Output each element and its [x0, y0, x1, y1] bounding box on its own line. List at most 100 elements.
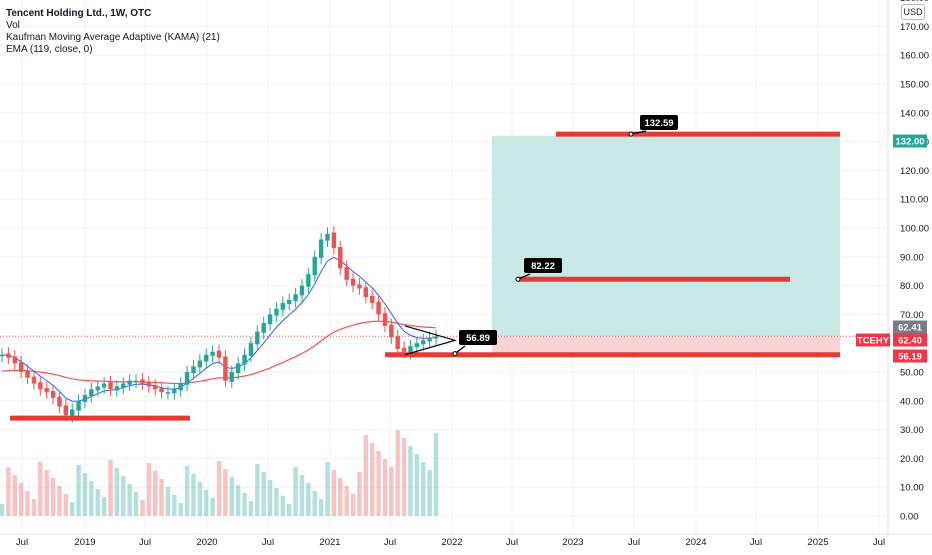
volume-bar	[12, 475, 17, 516]
candle-body	[382, 313, 388, 326]
volume-bar	[363, 435, 368, 516]
volume-bar	[82, 473, 88, 516]
x-tick-label: 2022	[441, 537, 462, 548]
candle-body	[223, 356, 228, 381]
x-tick-label: Jul	[750, 537, 762, 548]
volume-bar	[287, 504, 292, 516]
candle-body	[101, 383, 107, 388]
candle-body	[6, 353, 11, 358]
callout-anchor	[515, 276, 521, 282]
volume-bar	[0, 504, 5, 516]
volume-bar	[216, 461, 222, 516]
volume-bar	[344, 486, 349, 516]
price-tag-box	[893, 320, 927, 334]
candle-body	[344, 267, 349, 280]
volume-bar	[235, 485, 241, 516]
callout-132-59: 132.59	[628, 115, 678, 137]
legend-title[interactable]: Tencent Holding Ltd., 1W, OTC	[6, 8, 152, 19]
y-tick-label: 20.00	[900, 454, 924, 465]
currency-badge[interactable]: USD	[901, 4, 925, 20]
callout-82-22: 82.22	[515, 258, 562, 282]
volume-bar	[261, 472, 266, 516]
y-tick-label: 110.00	[900, 195, 928, 206]
x-tick-label: 2023	[562, 537, 583, 548]
x-tick-label: 2025	[807, 537, 828, 548]
candle-body	[255, 331, 260, 345]
volume-bar	[267, 480, 273, 516]
candle-body	[369, 295, 375, 303]
volume-bar	[389, 467, 394, 516]
y-tick-label: 90.00	[900, 252, 924, 263]
x-tick-label: 2024	[685, 537, 706, 548]
price-tag-value: 56.19	[898, 352, 922, 363]
volume-bar	[18, 483, 24, 516]
price-tag-value: 62.40	[898, 336, 922, 347]
candle-body	[204, 354, 209, 362]
volume-bar	[114, 468, 120, 516]
volume-bar	[350, 494, 356, 516]
volume-bar	[146, 463, 151, 516]
volume-bar	[152, 471, 158, 516]
candle-body	[82, 395, 88, 402]
candle-body	[178, 383, 183, 391]
volume-bar	[318, 499, 324, 516]
candle-body	[18, 362, 24, 372]
volume-bar	[6, 467, 11, 516]
candle-body	[108, 382, 113, 390]
volume-bar	[223, 469, 228, 516]
y-tick-label: 0.00	[900, 512, 919, 523]
legend-kama[interactable]: Kaufman Moving Average Adaptive (KAMA) (…	[6, 32, 220, 43]
candle-body	[267, 314, 273, 325]
legend-ema[interactable]: EMA (119, close, 0)	[6, 44, 93, 55]
volume-bar	[433, 433, 439, 516]
callout-label: 132.59	[644, 118, 673, 129]
callout-56-89: 56.89	[452, 330, 497, 357]
y-tick-label: 120.00	[900, 166, 929, 177]
y-tick-label: 50.00	[900, 368, 924, 379]
candle-body	[146, 382, 151, 387]
candle-body	[299, 285, 305, 296]
target-zone	[492, 135, 840, 337]
x-tick-label: 2021	[319, 537, 340, 548]
ema-line	[1, 320, 437, 385]
ema-path	[1, 320, 437, 385]
price-tag: 62.40 TCEHY	[856, 333, 927, 347]
x-tick-label: Jul	[384, 537, 396, 548]
candle-body	[127, 380, 132, 385]
volume-bar	[95, 489, 100, 516]
candle-body	[376, 301, 381, 315]
candle-body	[325, 233, 330, 241]
candle-body	[76, 400, 81, 411]
volume-bar	[127, 484, 132, 516]
legend-volume[interactable]: Vol	[6, 20, 20, 31]
candle-body	[121, 383, 126, 388]
volume-bar	[121, 476, 126, 516]
volume-bar	[331, 470, 337, 516]
candle-body	[293, 294, 298, 302]
volume-bar	[427, 470, 432, 516]
y-tick-label: 10.00	[900, 483, 924, 494]
candle-body	[287, 300, 292, 305]
price-tag-box	[893, 134, 927, 148]
candle-body	[44, 388, 49, 393]
candle-body	[421, 340, 426, 345]
volume-bar	[325, 462, 330, 516]
volume-bar	[38, 462, 43, 516]
volume-bar	[184, 466, 190, 516]
candle-body	[89, 389, 94, 397]
kama-path	[1, 256, 437, 402]
candle-body	[331, 232, 337, 249]
candle-body	[191, 366, 196, 374]
volume-bar	[57, 486, 62, 516]
candle-body	[389, 324, 394, 338]
y-tick-label: 80.00	[900, 281, 924, 292]
volume-bar	[306, 483, 311, 516]
x-tick-label: 2020	[196, 537, 217, 548]
volume-bar	[101, 497, 107, 516]
stop-zone	[492, 336, 840, 355]
volume-bar	[401, 438, 407, 516]
volume-bar	[140, 500, 145, 516]
y-tick-label: 160.00	[900, 51, 929, 62]
